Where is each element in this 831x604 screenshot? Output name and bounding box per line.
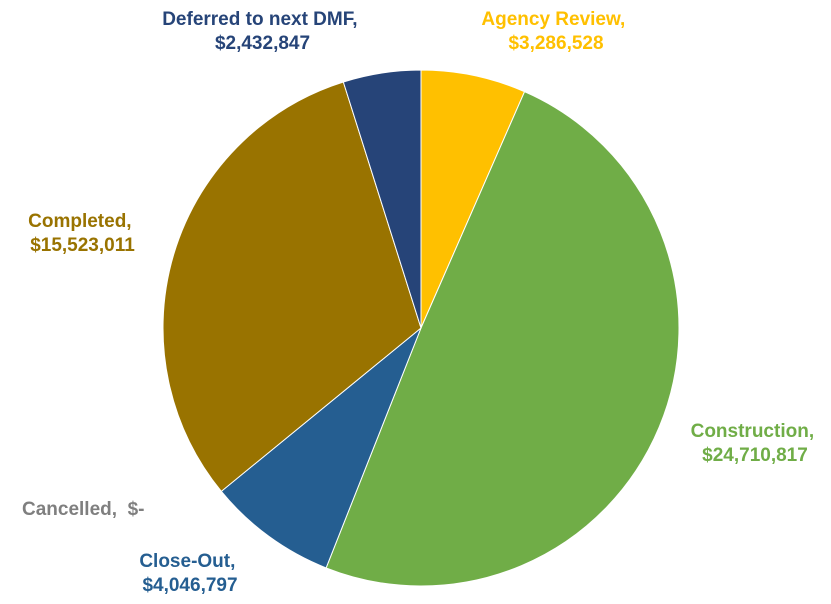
value-label: $2,432,847 bbox=[214, 33, 311, 54]
value-label: $4,046,797 bbox=[142, 575, 238, 596]
slice-label: Cancelled, $- bbox=[22, 498, 242, 522]
category-label: Close-Out, bbox=[139, 551, 236, 572]
pie-slice bbox=[342, 69, 422, 329]
value-label: $24,710,817 bbox=[702, 445, 808, 466]
slice-label: Completed, $15,523,011 bbox=[0, 210, 175, 258]
category-label: Deferred to next DMF, bbox=[162, 9, 358, 30]
value-label: $- bbox=[127, 499, 145, 520]
category-label: Agency Review, bbox=[481, 9, 626, 30]
slice-label: Close-Out, $4,046,797 bbox=[95, 550, 285, 598]
pie-slice bbox=[220, 326, 423, 569]
category-label: Completed, bbox=[28, 211, 132, 232]
slice-label: Deferred to next DMF, $2,432,847 bbox=[150, 8, 375, 56]
value-label: $3,286,528 bbox=[508, 33, 604, 54]
slice-label: Construction, $24,710,817 bbox=[660, 420, 831, 468]
category-label: Cancelled, bbox=[22, 499, 118, 520]
slice-label: Agency Review, $3,286,528 bbox=[456, 8, 656, 56]
value-label: $15,523,011 bbox=[30, 235, 135, 256]
pie-slice bbox=[325, 91, 680, 587]
pie-slice bbox=[162, 81, 422, 493]
category-label: Construction, bbox=[690, 421, 815, 442]
